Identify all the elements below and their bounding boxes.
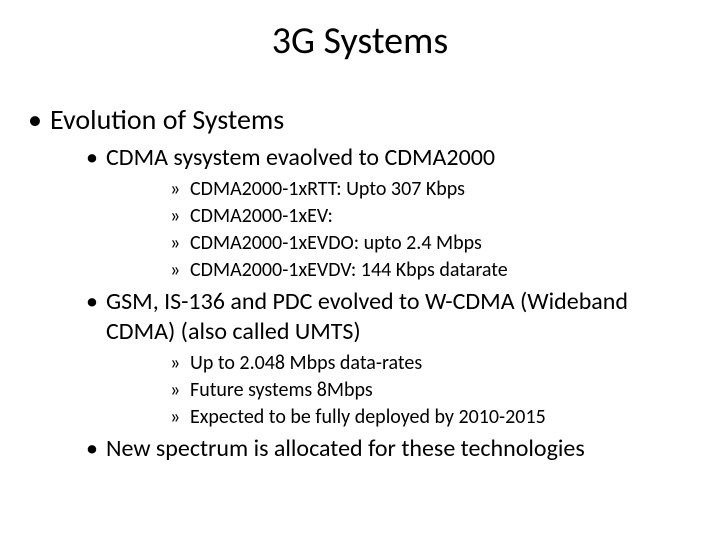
list-item: CDMA sysystem evaolved to CDMA2000 CDMA2…	[86, 143, 692, 283]
slide-title: 3G Systems	[0, 0, 720, 74]
list-item: Up to 2.048 Mbps data-rates	[170, 351, 692, 376]
bullet-list-lvl3: Up to 2.048 Mbps data-rates Future syste…	[106, 351, 692, 430]
slide-content: Evolution of Systems CDMA sysystem evaol…	[0, 74, 720, 464]
bullet-text: Evolution of Systems	[50, 102, 284, 137]
bullet-text: CDMA sysystem evaolved to CDMA2000	[106, 143, 495, 172]
bullet-text: CDMA2000-1xEVDO: upto 2.4 Mbps	[190, 231, 482, 255]
bullet-text: Future systems 8Mbps	[190, 378, 373, 402]
bullet-text: Expected to be fully deployed by 2010-20…	[190, 405, 546, 429]
list-item: Evolution of Systems CDMA sysystem evaol…	[28, 102, 692, 464]
list-item: Future systems 8Mbps	[170, 378, 692, 403]
list-item: CDMA2000-1xRTT: Upto 307 Kbps	[170, 177, 692, 202]
list-item: Expected to be fully deployed by 2010-20…	[170, 405, 692, 430]
bullet-text: New spectrum is allocated for these tech…	[106, 434, 585, 463]
bullet-list-lvl2: CDMA sysystem evaolved to CDMA2000 CDMA2…	[50, 143, 692, 464]
slide: 3G Systems Evolution of Systems CDMA sys…	[0, 0, 720, 540]
list-item: CDMA2000-1xEVDO: upto 2.4 Mbps	[170, 231, 692, 256]
bullet-text: Up to 2.048 Mbps data-rates	[190, 351, 422, 375]
bullet-list-lvl3: CDMA2000-1xRTT: Upto 307 Kbps CDMA2000-1…	[106, 177, 692, 283]
bullet-text: CDMA2000-1xEVDV: 144 Kbps datarate	[190, 258, 508, 282]
list-item: GSM, IS-136 and PDC evolved to W-CDMA (W…	[86, 287, 692, 430]
list-item: CDMA2000-1xEVDV: 144 Kbps datarate	[170, 258, 692, 283]
bullet-text: GSM, IS-136 and PDC evolved to W-CDMA (W…	[106, 287, 628, 346]
list-item: CDMA2000-1xEV:	[170, 204, 692, 229]
bullet-text: CDMA2000-1xRTT: Upto 307 Kbps	[190, 177, 465, 201]
bullet-text: CDMA2000-1xEV:	[190, 204, 333, 228]
list-item: New spectrum is allocated for these tech…	[86, 434, 692, 464]
bullet-list-lvl1: Evolution of Systems CDMA sysystem evaol…	[28, 102, 692, 464]
